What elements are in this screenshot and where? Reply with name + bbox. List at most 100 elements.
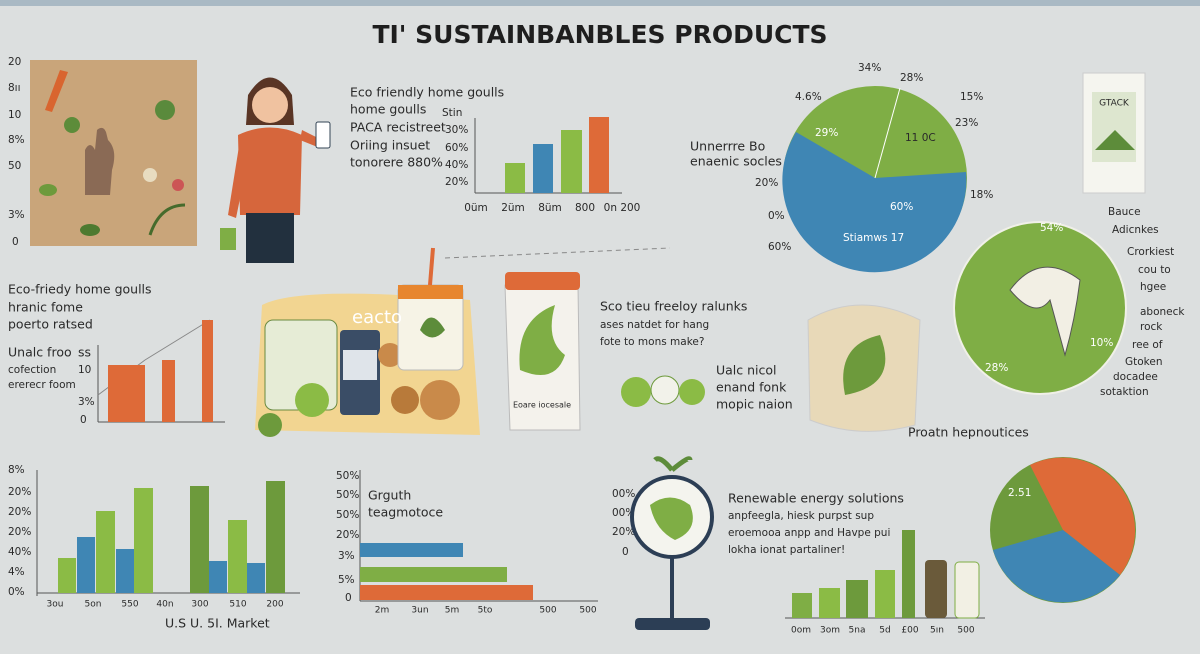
text-line: hranic fome — [8, 300, 83, 315]
y-label: 30% — [445, 124, 468, 136]
axis-label: 8% — [8, 134, 25, 146]
y-label: 20% — [336, 529, 359, 541]
pie-label: 2.51 — [1008, 487, 1031, 499]
pie-label: 60% — [890, 201, 913, 213]
jar-label: Eoare iocesale — [513, 401, 571, 410]
y-label: 20% — [612, 526, 635, 538]
pie-label: Stiamws 17 — [843, 232, 904, 244]
x-label: 2m — [375, 606, 390, 616]
y-label: 50% — [336, 509, 359, 521]
y-label: 40% — [8, 546, 31, 558]
list-item: Bauce — [1108, 206, 1141, 218]
x-label: 0üm — [464, 202, 488, 214]
list-item: Adicnkes — [1112, 224, 1159, 236]
text-line: enand fonk — [716, 380, 787, 395]
x-label: 3om — [820, 626, 840, 636]
y-label: 3% — [338, 550, 355, 562]
x-label: 500 — [539, 606, 556, 616]
renewable-block: 00% 00% 20% 0 Renewable energy solutions… — [612, 456, 904, 630]
x-label: 300 — [191, 600, 208, 610]
x-label: 5ın — [930, 626, 944, 636]
x-label: 500 — [957, 626, 974, 636]
y-label: 0 — [345, 592, 352, 604]
caption: U.S U. 5I. Market — [165, 616, 270, 631]
text-line: Sco tieu freeloy ralunks — [600, 299, 747, 314]
y-label: 50% — [336, 470, 359, 482]
x-label: 3ou — [47, 600, 64, 610]
y-label: 20% — [8, 526, 31, 538]
x-label: 3un — [411, 606, 428, 616]
y-label: 20% — [8, 506, 31, 518]
y-label: 50% — [336, 489, 359, 501]
pie-label: 54% — [1040, 222, 1063, 234]
text-line: Oriing insuet — [350, 138, 430, 153]
title: TI' SUSTAINBANBLES PRODUCTS — [372, 20, 827, 49]
small-bar-chart: Stin 30% 60% 40% 20% 0üm 2üm 8üm 800 0n … — [442, 107, 640, 214]
side-list: Bauce Adicnkes Crorkiest cou to hgee abo… — [1100, 206, 1185, 398]
organic-pie: Unnerrre Bo enaenic socles 20% 0% 60% 34… — [690, 62, 993, 273]
left-axis: 20 8ıı 10 8% 50 3% 0 — [8, 56, 25, 248]
side-label: 0% — [768, 210, 785, 222]
list-item: rock — [1140, 321, 1163, 333]
x-label: 8üm — [538, 202, 562, 214]
pie-label: 28% — [900, 72, 923, 84]
x-label: 2üm — [501, 202, 525, 214]
list-item: aboneck — [1140, 306, 1185, 318]
pie-label: 29% — [815, 127, 838, 139]
x-label: 0n 200 — [604, 202, 641, 214]
x-label: 5to — [478, 606, 493, 616]
x-label: 550 — [121, 600, 138, 610]
pie-label: 18% — [970, 189, 993, 201]
axis-label: 8ıı — [8, 82, 21, 94]
axis-label: 0 — [12, 236, 19, 248]
pie-label: 11 0C — [905, 132, 936, 144]
caption: Unnerrre Bo — [690, 139, 765, 154]
card-label: GTACK — [1099, 99, 1130, 109]
text-line: Unalc froo — [8, 345, 72, 360]
chart-title: teagmotoce — [368, 505, 443, 520]
x-label: 200 — [266, 600, 283, 610]
list-item: Crorkiest — [1127, 246, 1174, 258]
y-label: 10 — [78, 364, 91, 376]
leaf-badge — [807, 304, 921, 432]
axis-label: 50 — [8, 160, 21, 172]
side-label: 20% — [755, 177, 778, 189]
y-label: 8% — [8, 464, 25, 476]
text-line: PACA recistreet — [350, 120, 446, 135]
pie-label: 4.6% — [795, 91, 822, 103]
text-line: ases natdet for hang — [600, 319, 709, 331]
product-illustration: eacto Eoare iocesale — [255, 247, 581, 437]
x-label: 0om — [791, 626, 811, 636]
pie-label: 28% — [985, 362, 1008, 374]
text-line: fote to mons make? — [600, 336, 704, 348]
text-line: home goulls — [350, 102, 426, 117]
x-label: 800 — [575, 202, 595, 214]
y-label: 40% — [445, 159, 468, 171]
tray-label: eacto — [352, 307, 402, 328]
top-strip — [0, 0, 1200, 6]
text-line: poerto ratsed — [8, 317, 93, 332]
leaf-icons — [621, 375, 705, 407]
list-item: hgee — [1140, 281, 1166, 293]
x-label: 5d — [879, 626, 890, 636]
text-line: eroemooa anpp and Havpe pui — [728, 527, 890, 539]
y-label: 0 — [622, 546, 629, 558]
woman-illustration — [220, 77, 331, 263]
product-card: GTACK — [1082, 72, 1146, 194]
list-item: docadee — [1113, 371, 1158, 383]
pie-label: 23% — [955, 117, 978, 129]
caption: enaenic socles — [690, 154, 782, 169]
y-label: 60% — [445, 142, 468, 154]
x-label: 5na — [849, 626, 866, 636]
y-label: 20% — [8, 486, 31, 498]
x-label: 5on — [85, 600, 102, 610]
y-label: 0% — [8, 586, 25, 598]
side-label: 60% — [768, 241, 791, 253]
y-label: 20% — [445, 176, 468, 188]
list-item: Gtoken — [1125, 356, 1163, 368]
text-line: Eco-friedy home goulls — [8, 282, 152, 297]
market-chart: 8% 20% 20% 20% 40% 4% 0% 3ou 5on 550 40n… — [8, 464, 300, 631]
premium-block: Proatn hepnoutices 2.51 0om 3om 5na 5d £… — [785, 425, 1136, 636]
pie-label: 10% — [1090, 337, 1113, 349]
